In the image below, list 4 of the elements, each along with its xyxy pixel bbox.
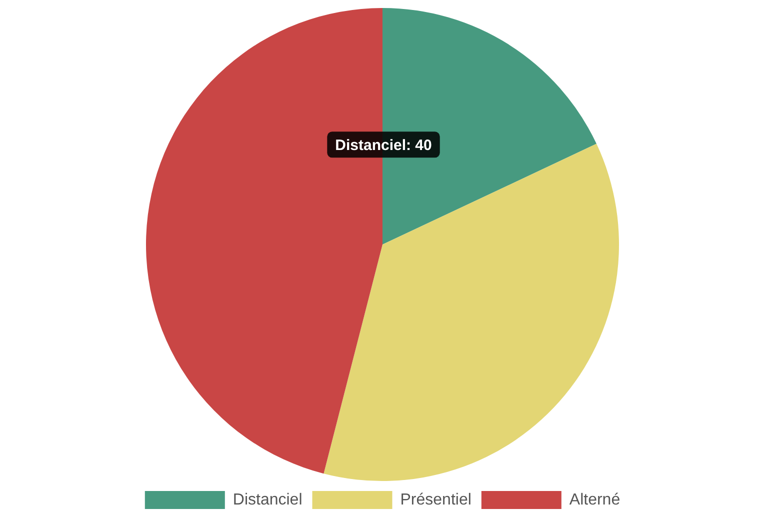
legend-label: Présentiel [400,491,472,508]
text: Distanciel: 40 [335,136,432,154]
legend-label: Alterné [569,491,620,508]
legend-label: Distanciel [232,491,302,508]
